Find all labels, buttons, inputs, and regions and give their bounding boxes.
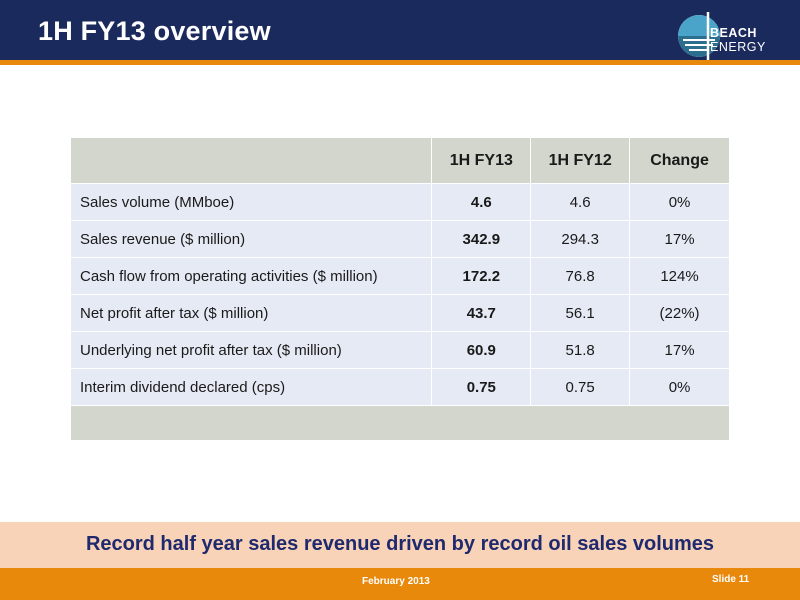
cell-1h-fy12: 0.75 <box>530 368 631 406</box>
header-accent-stripe <box>0 60 800 65</box>
beach-energy-logo-icon <box>678 12 720 60</box>
empty-cell <box>70 405 730 441</box>
table-row: Sales volume (MMboe) 4.6 4.6 0% <box>69 183 730 221</box>
cell-1h-fy13: 172.2 <box>431 257 532 295</box>
cell-change: 124% <box>629 257 730 295</box>
row-label: Interim dividend declared (cps) <box>69 368 433 406</box>
cell-change: 17% <box>629 331 730 369</box>
table-row: Interim dividend declared (cps) 0.75 0.7… <box>69 368 730 406</box>
cell-1h-fy13: 43.7 <box>431 294 532 332</box>
cell-1h-fy13: 342.9 <box>431 220 532 258</box>
cell-1h-fy12: 294.3 <box>530 220 631 258</box>
table-row: Sales revenue ($ million) 342.9 294.3 17… <box>69 220 730 258</box>
row-label: Sales volume (MMboe) <box>69 183 433 221</box>
cell-1h-fy13: 4.6 <box>431 183 532 221</box>
overview-table: 1H FY13 1H FY12 Change Sales volume (MMb… <box>69 137 730 441</box>
row-label: Cash flow from operating activities ($ m… <box>69 257 433 295</box>
cell-change: (22%) <box>629 294 730 332</box>
column-header-metric <box>69 137 433 184</box>
cell-1h-fy13: 60.9 <box>431 331 532 369</box>
cell-1h-fy12: 51.8 <box>530 331 631 369</box>
cell-change: 17% <box>629 220 730 258</box>
row-label: Net profit after tax ($ million) <box>69 294 433 332</box>
cell-1h-fy13: 0.75 <box>431 368 532 406</box>
logo-text-beach: BEACH <box>710 26 757 40</box>
cell-change: 0% <box>629 368 730 406</box>
table-row: Cash flow from operating activities ($ m… <box>69 257 730 295</box>
cell-1h-fy12: 56.1 <box>530 294 631 332</box>
overview-table-container: 1H FY13 1H FY12 Change Sales volume (MMb… <box>69 137 730 441</box>
row-label: Underlying net profit after tax ($ milli… <box>69 331 433 369</box>
column-header-1h-fy12: 1H FY12 <box>530 137 631 184</box>
slide-title: 1H FY13 overview <box>38 16 271 46</box>
table-row: Underlying net profit after tax ($ milli… <box>69 331 730 369</box>
table-row: Net profit after tax ($ million) 43.7 56… <box>69 294 730 332</box>
column-header-change: Change <box>629 137 730 184</box>
row-label: Sales revenue ($ million) <box>69 220 433 258</box>
slide-number: Slide 11 <box>712 574 750 585</box>
cell-1h-fy12: 76.8 <box>530 257 631 295</box>
header-bar <box>0 0 800 60</box>
footer-date: February 2013 <box>362 576 430 587</box>
cell-change: 0% <box>629 183 730 221</box>
footer-bar <box>0 568 800 600</box>
key-message-text: Record half year sales revenue driven by… <box>85 533 715 555</box>
logo-text-energy: ENERGY <box>710 40 766 54</box>
key-message-banner <box>0 522 800 568</box>
table-empty-row <box>70 405 730 441</box>
column-header-1h-fy13: 1H FY13 <box>431 137 532 184</box>
table-header-row: 1H FY13 1H FY12 Change <box>69 137 730 184</box>
cell-1h-fy12: 4.6 <box>530 183 631 221</box>
